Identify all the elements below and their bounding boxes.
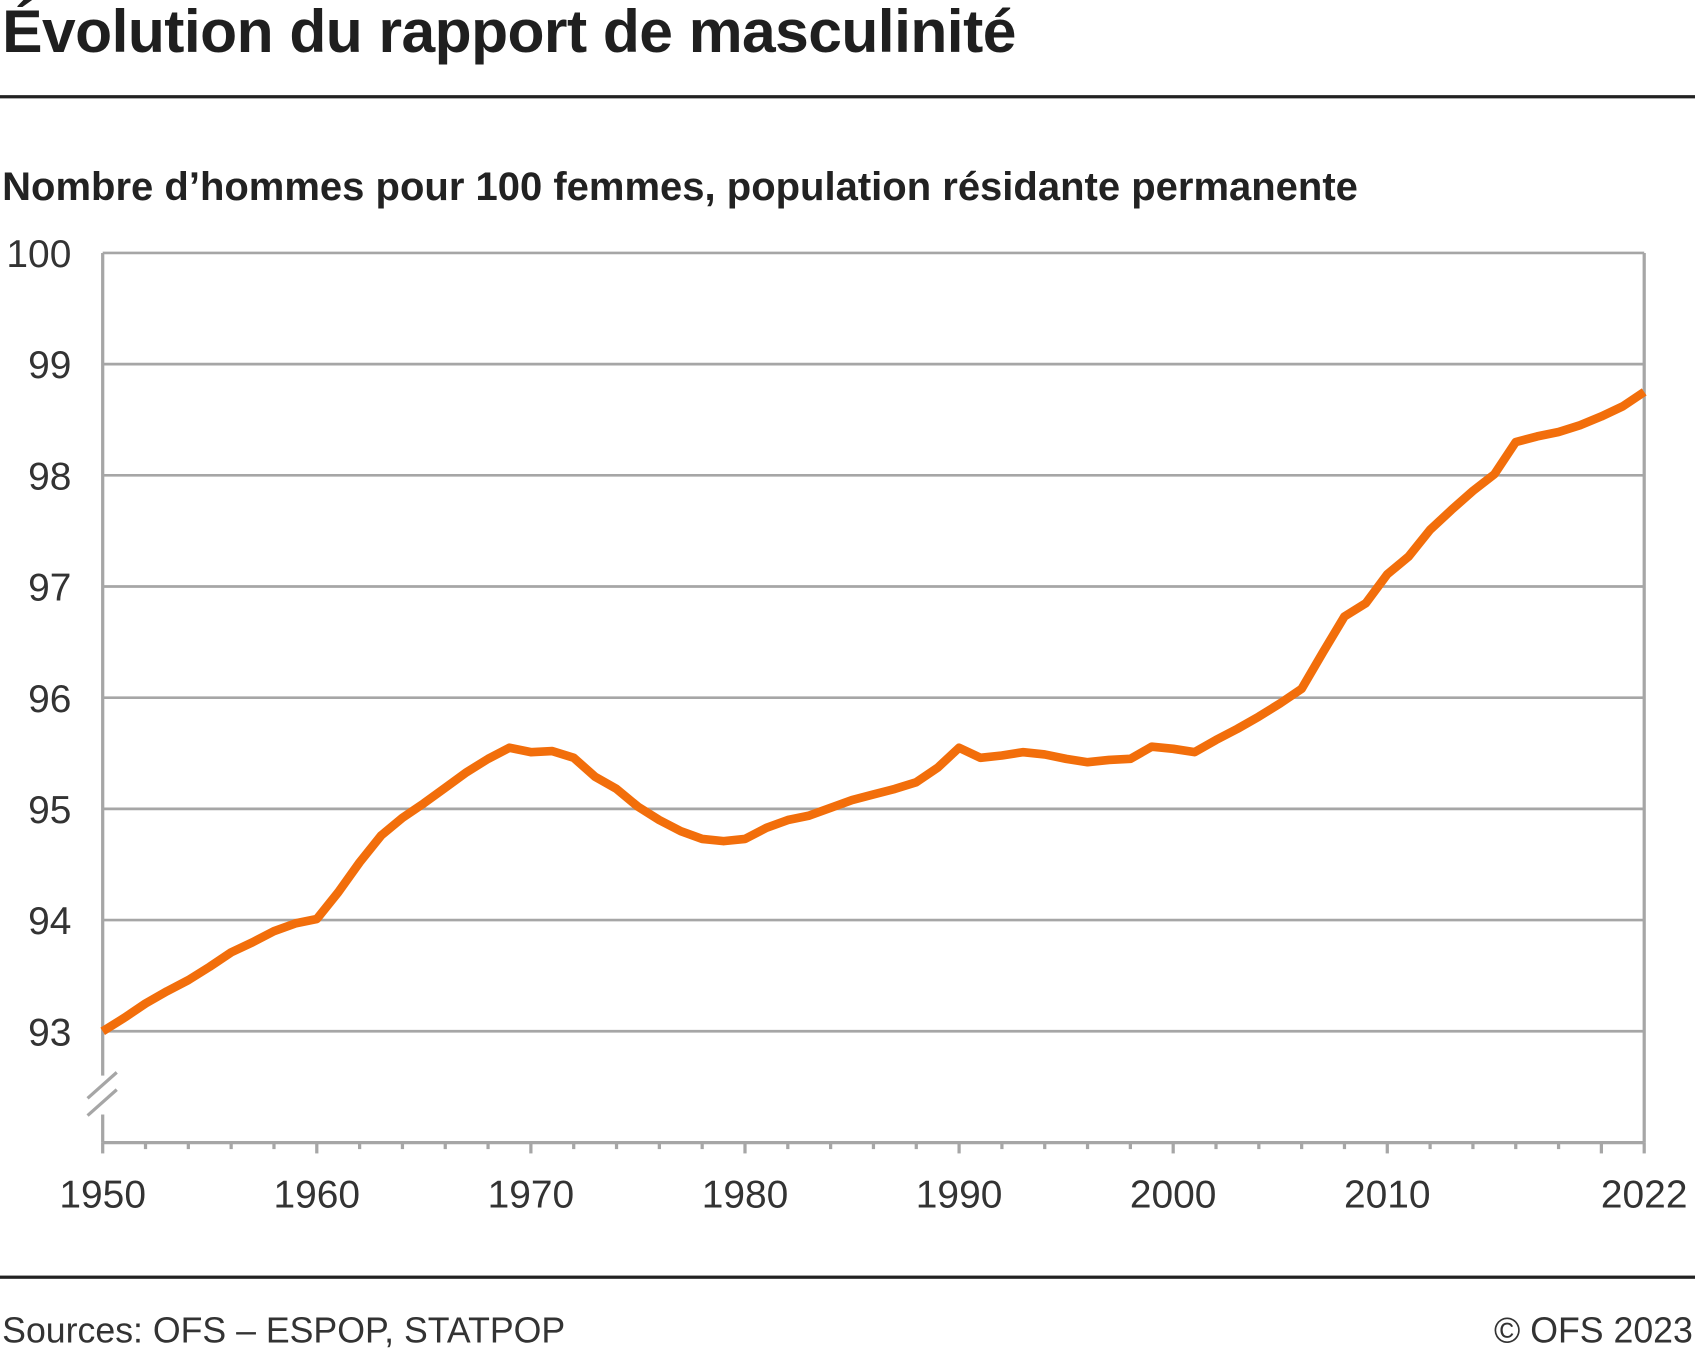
y-tick-label: 100	[6, 233, 71, 276]
x-tick-label: 1960	[274, 1173, 361, 1216]
series-line-masculinity-ratio	[100, 388, 1647, 1035]
y-tick-label: 99	[28, 344, 71, 387]
axis-break-mark	[86, 1088, 118, 1117]
y-tick-label: 93	[28, 1011, 71, 1054]
x-tick-label: 2022	[1601, 1173, 1688, 1216]
copyright-note: © OFS 2023	[1494, 1310, 1693, 1351]
y-tick-label: 98	[28, 455, 71, 498]
x-tick-label: 1970	[488, 1173, 575, 1216]
chart-title: Évolution du rapport de masculinité	[2, 0, 1016, 65]
x-tick-label: 1980	[702, 1173, 789, 1216]
y-tick-label: 96	[28, 678, 71, 721]
x-tick-label: 2010	[1344, 1173, 1431, 1216]
axis-break-mark	[86, 1071, 118, 1100]
y-tick-label: 97	[28, 567, 71, 610]
footer-divider	[0, 1275, 1695, 1279]
x-tick-label: 1950	[59, 1173, 146, 1216]
chart-subtitle: Nombre d’hommes pour 100 femmes, populat…	[2, 164, 1358, 209]
x-tick-label: 1990	[916, 1173, 1003, 1216]
source-note: Sources: OFS – ESPOP, STATPOP	[2, 1310, 566, 1351]
title-divider	[0, 95, 1695, 99]
y-tick-label: 95	[28, 789, 71, 832]
x-tick-label: 2000	[1130, 1173, 1217, 1216]
y-tick-label: 94	[28, 900, 71, 943]
